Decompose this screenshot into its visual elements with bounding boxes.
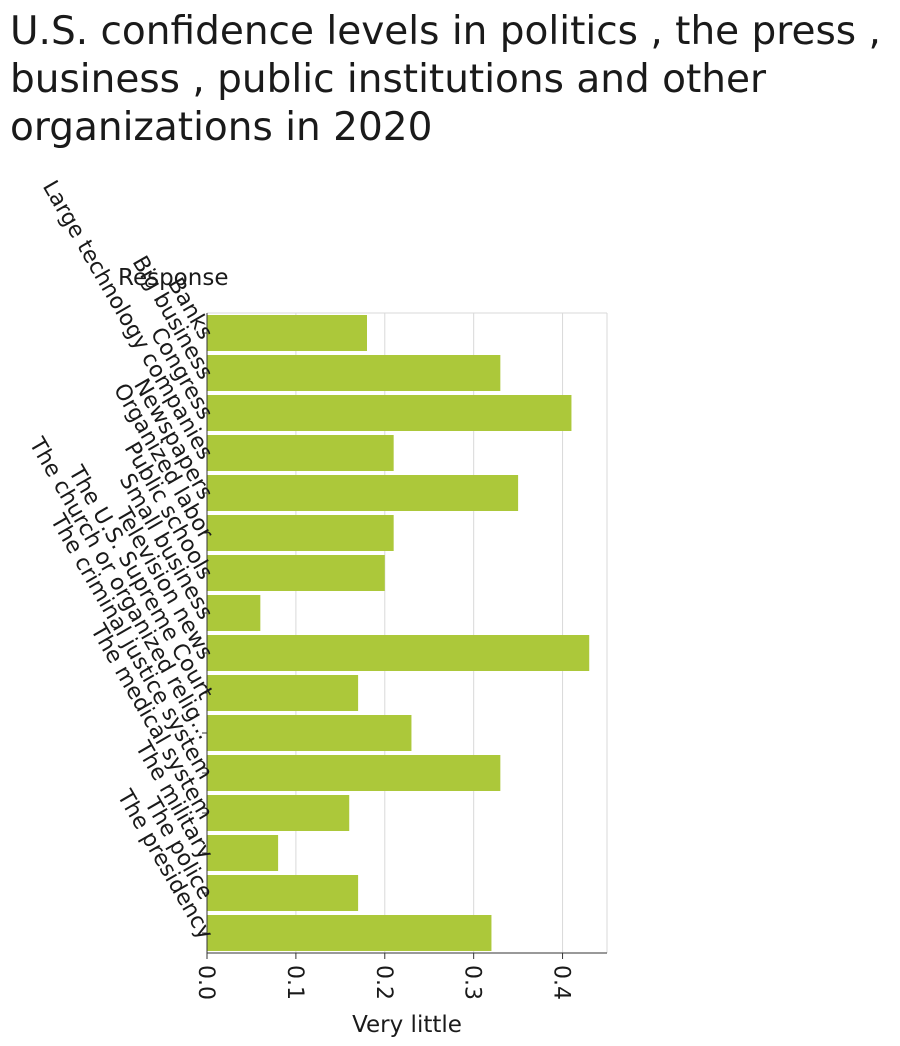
chart-title: U.S. confidence levels in politics , the… [10, 9, 881, 150]
x-tick-label: 0.4 [549, 965, 574, 1000]
bar [207, 915, 492, 951]
bar [207, 635, 590, 671]
x-tick-label: 0.3 [460, 965, 485, 1000]
bar [207, 755, 501, 791]
bar [207, 715, 412, 751]
bars [207, 315, 590, 951]
x-tick-label: 0.2 [371, 965, 396, 1000]
bar [207, 395, 572, 431]
bar [207, 315, 367, 351]
x-tick-label: 0.0 [193, 965, 218, 1000]
y-axis-label: Response [118, 265, 228, 291]
x-tick-label: 0.1 [282, 965, 307, 1000]
bar [207, 475, 519, 511]
bar [207, 675, 359, 711]
bar [207, 875, 359, 911]
bar [207, 515, 394, 551]
bar [207, 795, 350, 831]
bar [207, 595, 261, 631]
bar [207, 555, 385, 591]
bar [207, 355, 501, 391]
axes [202, 313, 607, 959]
bar [207, 835, 279, 871]
x-axis-label: Very little [352, 1012, 462, 1038]
bar [207, 435, 394, 471]
